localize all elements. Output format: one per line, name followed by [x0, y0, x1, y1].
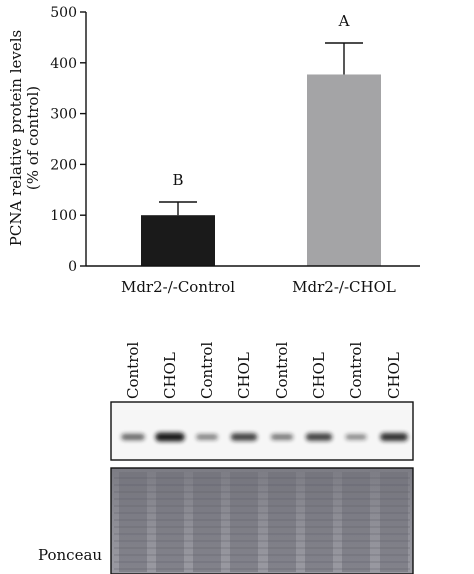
bar — [307, 74, 381, 266]
pcna-blot-panel — [110, 401, 414, 461]
lane-label: CHOL — [161, 352, 179, 399]
x-tick-label-chol: Mdr2-/-CHOL — [292, 278, 396, 296]
pcna-band — [305, 433, 333, 441]
lane-label: Control — [198, 342, 216, 399]
error-bars — [159, 42, 363, 216]
ponceau-lane — [193, 472, 221, 572]
y-tick-label: 200 — [50, 157, 77, 173]
bar — [141, 215, 215, 266]
bar-chart: PCNA relative protein levels (% of contr… — [7, 5, 420, 296]
y-axis-label-line2: (% of control) — [24, 86, 42, 190]
pcna-band — [121, 433, 145, 441]
pcna-band — [270, 434, 294, 440]
pcna-band — [196, 434, 218, 440]
lane-label: Control — [347, 342, 365, 399]
lane-label: CHOL — [235, 352, 253, 399]
pcna-bands — [121, 432, 408, 442]
y-tick-label: 500 — [50, 5, 77, 21]
pcna-band — [345, 434, 367, 440]
ponceau-lane — [119, 472, 147, 572]
ponceau-label-backdrop — [34, 540, 110, 570]
pcna-band — [155, 432, 185, 442]
y-tick-label: 0 — [68, 259, 77, 275]
y-tick-label: 100 — [50, 208, 77, 224]
bars — [141, 74, 381, 266]
ponceau-lane — [380, 472, 408, 572]
ponceau-lane — [230, 472, 258, 572]
y-tick-label: 300 — [50, 107, 77, 123]
ponceau-label: Ponceau — [38, 546, 102, 564]
ponceau-lane — [305, 472, 333, 572]
lane-label: CHOL — [385, 352, 403, 399]
ponceau-lane — [342, 472, 370, 572]
ponceau-lane — [156, 472, 184, 572]
significance-letter: A — [338, 12, 350, 30]
significance-letter: B — [172, 171, 183, 189]
lane-label: Control — [273, 342, 291, 399]
lane-label: Control — [124, 342, 142, 399]
y-axis: 0 100 200 300 400 500 — [50, 5, 86, 275]
pcna-band — [230, 433, 258, 441]
ponceau-lane — [268, 472, 296, 572]
lane-labels: Control CHOL Control CHOL Control CHOL C… — [124, 342, 403, 399]
western-blot: Control CHOL Control CHOL Control CHOL C… — [34, 342, 414, 574]
pcna-band — [380, 433, 408, 441]
x-tick-label-control: Mdr2-/-Control — [121, 278, 235, 296]
y-axis-label-line1: PCNA relative protein levels — [7, 30, 25, 246]
lane-label: CHOL — [310, 352, 328, 399]
significance-letters: BA — [172, 12, 349, 189]
y-tick-label: 400 — [50, 56, 77, 72]
ponceau-lanes — [114, 472, 410, 572]
